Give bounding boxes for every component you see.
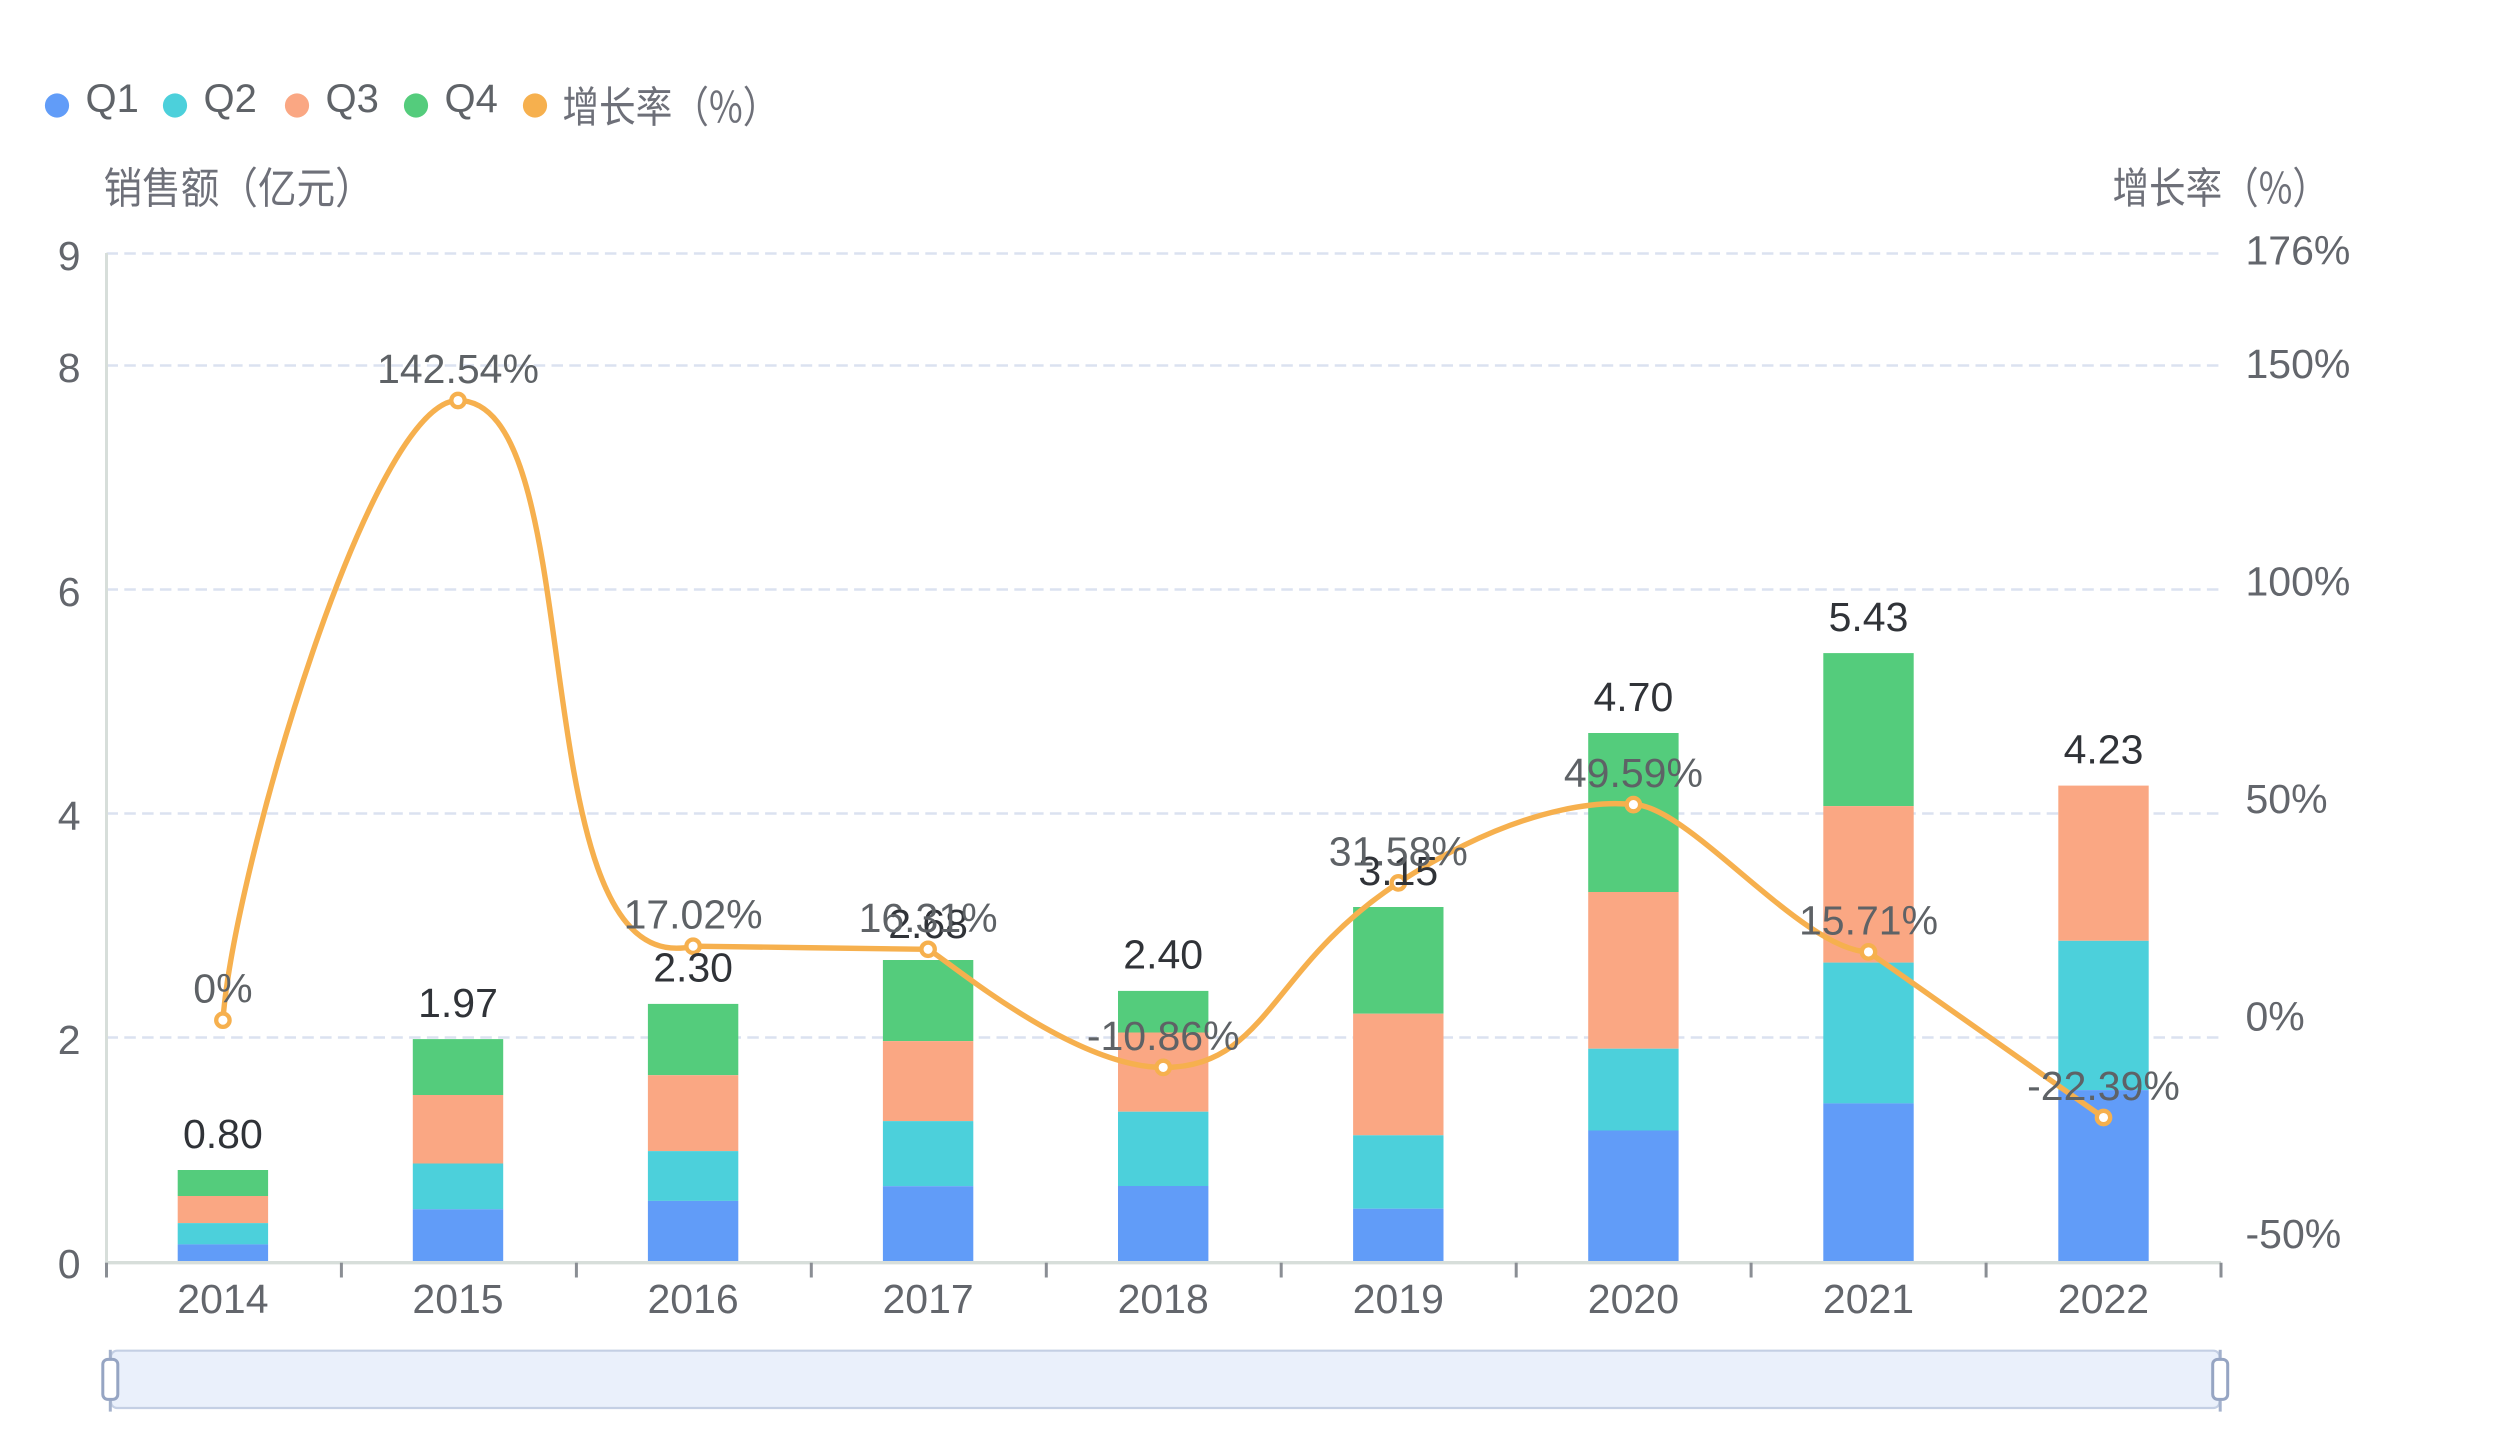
svg-text:-50%: -50% xyxy=(2246,1211,2342,1257)
svg-text:50%: 50% xyxy=(2246,776,2328,822)
svg-text:6: 6 xyxy=(58,569,81,615)
svg-text:-22.39%: -22.39% xyxy=(2027,1063,2180,1109)
svg-text:Q4: Q4 xyxy=(445,77,498,121)
svg-text:0%: 0% xyxy=(2246,993,2305,1039)
svg-text:100%: 100% xyxy=(2246,558,2351,604)
svg-text:150%: 150% xyxy=(2246,341,2351,387)
svg-text:2018: 2018 xyxy=(1118,1276,1209,1322)
svg-text:16.31%: 16.31% xyxy=(859,895,998,941)
svg-text:17.02%: 17.02% xyxy=(624,892,763,938)
svg-text:-10.86%: -10.86% xyxy=(1087,1013,1240,1059)
svg-text:4.70: 4.70 xyxy=(1593,674,1673,720)
svg-text:0: 0 xyxy=(58,1241,81,1287)
svg-text:5.43: 5.43 xyxy=(1829,594,1909,640)
svg-text:Q1: Q1 xyxy=(86,77,139,121)
svg-text:Q2: Q2 xyxy=(204,77,257,121)
svg-text:176%: 176% xyxy=(2246,228,2351,274)
svg-text:2021: 2021 xyxy=(1823,1276,1914,1322)
svg-text:2015: 2015 xyxy=(412,1276,503,1322)
svg-text:2: 2 xyxy=(58,1017,81,1063)
svg-text:0.80: 0.80 xyxy=(183,1111,263,1157)
svg-text:2019: 2019 xyxy=(1353,1276,1444,1322)
svg-text:2022: 2022 xyxy=(2058,1276,2149,1322)
svg-text:Q3: Q3 xyxy=(326,77,379,121)
svg-text:31.58%: 31.58% xyxy=(1329,828,1468,874)
svg-text:2.40: 2.40 xyxy=(1123,932,1203,978)
svg-text:2.30: 2.30 xyxy=(653,945,733,991)
svg-text:3.15: 3.15 xyxy=(1358,848,1438,894)
svg-text:15.71%: 15.71% xyxy=(1799,897,1938,943)
svg-text:1.97: 1.97 xyxy=(418,980,498,1026)
svg-text:4.23: 4.23 xyxy=(2064,726,2144,772)
svg-text:4: 4 xyxy=(58,793,81,839)
svg-text:2.68: 2.68 xyxy=(888,901,968,947)
svg-text:9: 9 xyxy=(58,233,81,279)
svg-text:2016: 2016 xyxy=(647,1276,738,1322)
svg-text:142.54%: 142.54% xyxy=(377,346,539,392)
svg-text:8: 8 xyxy=(58,345,81,391)
svg-text:0%: 0% xyxy=(193,966,252,1012)
svg-text:2014: 2014 xyxy=(177,1276,268,1322)
svg-text:2020: 2020 xyxy=(1588,1276,1679,1322)
svg-text:2017: 2017 xyxy=(882,1276,973,1322)
svg-text:49.59%: 49.59% xyxy=(1564,750,1703,796)
